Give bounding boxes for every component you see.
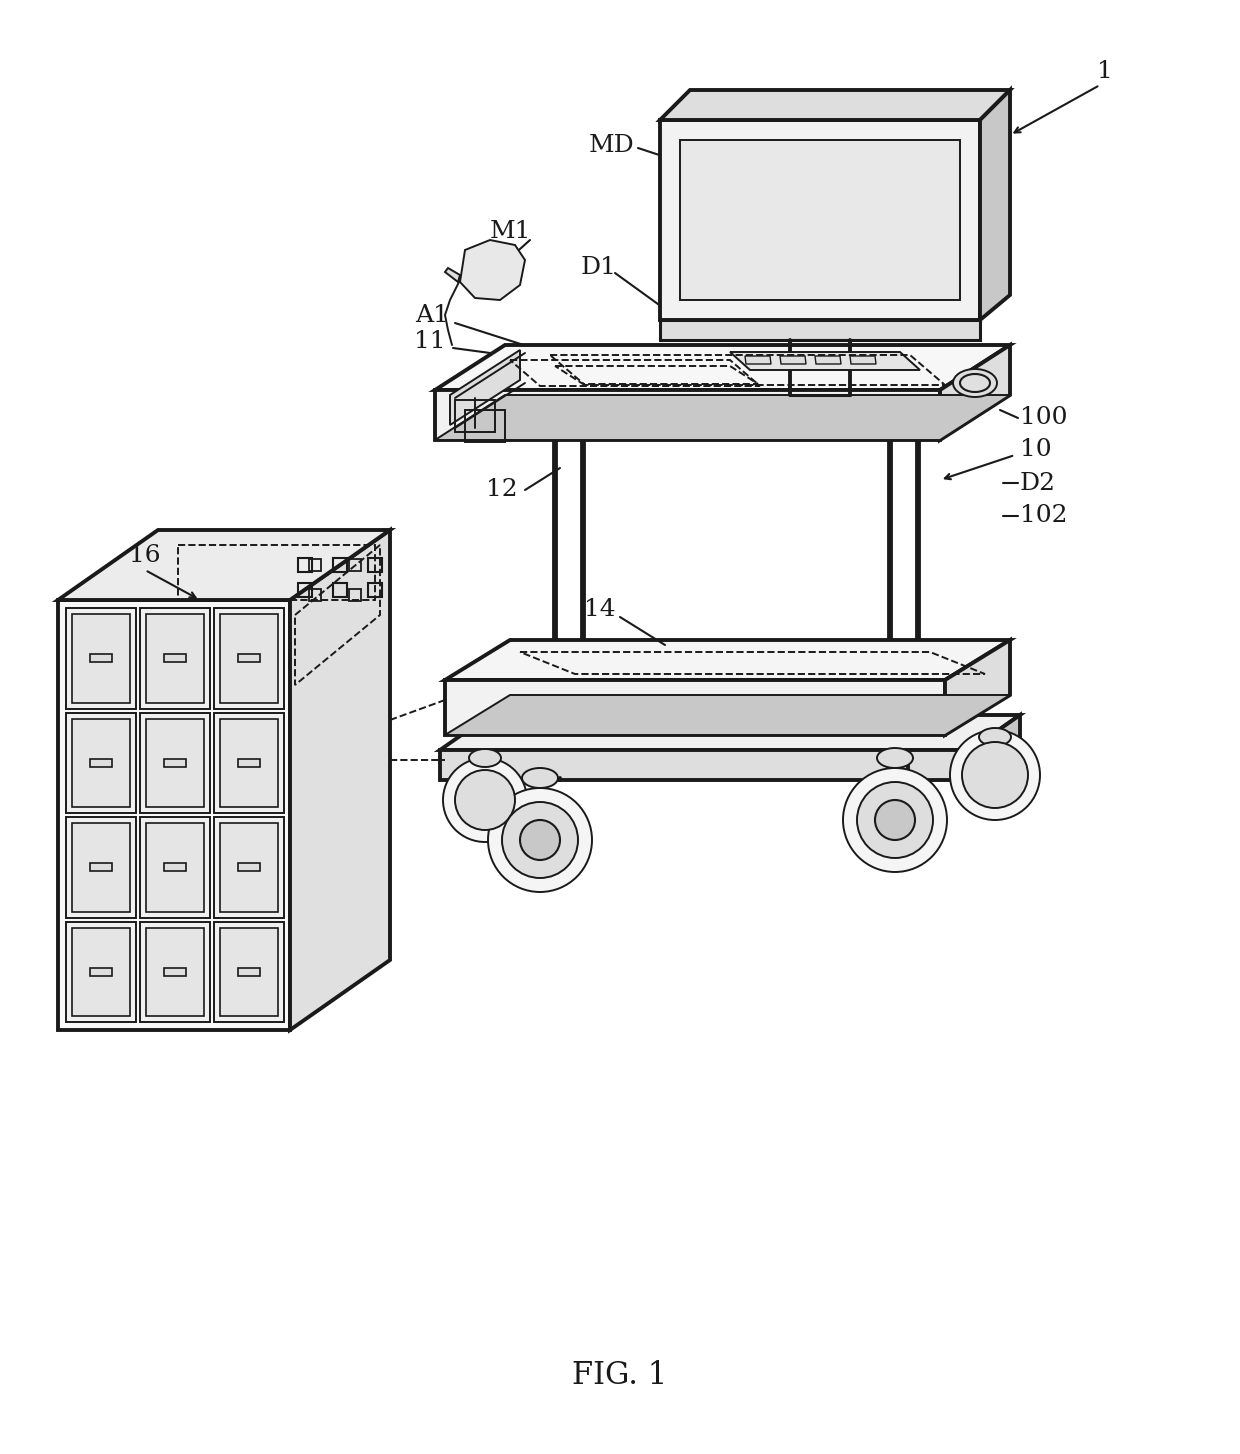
Polygon shape <box>450 350 520 425</box>
Text: M1: M1 <box>490 221 531 243</box>
Polygon shape <box>660 320 980 340</box>
Polygon shape <box>140 817 210 917</box>
Polygon shape <box>445 268 460 282</box>
Ellipse shape <box>489 788 591 891</box>
Polygon shape <box>215 922 284 1022</box>
Polygon shape <box>140 712 210 813</box>
Polygon shape <box>146 614 205 702</box>
Text: D2: D2 <box>1021 471 1056 494</box>
Polygon shape <box>146 928 205 1016</box>
Polygon shape <box>238 864 260 871</box>
Polygon shape <box>945 640 1011 736</box>
Polygon shape <box>238 968 260 976</box>
Polygon shape <box>745 356 771 364</box>
Ellipse shape <box>875 800 915 840</box>
Polygon shape <box>66 608 136 708</box>
Polygon shape <box>849 356 875 364</box>
Polygon shape <box>219 823 278 912</box>
Polygon shape <box>164 759 186 766</box>
Polygon shape <box>780 356 806 364</box>
Polygon shape <box>435 345 1011 390</box>
Text: FIG. 1: FIG. 1 <box>573 1359 667 1390</box>
Polygon shape <box>238 654 260 662</box>
Polygon shape <box>164 864 186 871</box>
Polygon shape <box>435 390 940 441</box>
Polygon shape <box>146 718 205 807</box>
Polygon shape <box>72 718 130 807</box>
Polygon shape <box>72 823 130 912</box>
Ellipse shape <box>962 742 1028 808</box>
Polygon shape <box>146 823 205 912</box>
Ellipse shape <box>954 369 997 397</box>
Polygon shape <box>91 968 112 976</box>
Polygon shape <box>940 345 1011 441</box>
Polygon shape <box>730 352 920 369</box>
Polygon shape <box>460 240 525 300</box>
Polygon shape <box>91 864 112 871</box>
Polygon shape <box>66 817 136 917</box>
Polygon shape <box>72 614 130 702</box>
Polygon shape <box>164 654 186 662</box>
Polygon shape <box>815 356 841 364</box>
Polygon shape <box>980 90 1011 320</box>
Ellipse shape <box>877 747 913 768</box>
Polygon shape <box>215 608 284 708</box>
Ellipse shape <box>443 758 527 842</box>
Polygon shape <box>238 759 260 766</box>
Polygon shape <box>66 712 136 813</box>
Polygon shape <box>91 759 112 766</box>
Polygon shape <box>445 680 945 736</box>
Ellipse shape <box>455 771 515 830</box>
Polygon shape <box>970 715 1021 779</box>
Text: 1: 1 <box>1097 61 1112 83</box>
Polygon shape <box>440 750 970 779</box>
Ellipse shape <box>960 374 990 393</box>
Ellipse shape <box>857 782 932 858</box>
Polygon shape <box>290 531 391 1029</box>
Polygon shape <box>660 90 1011 121</box>
Ellipse shape <box>469 749 501 768</box>
Polygon shape <box>680 140 960 300</box>
Polygon shape <box>215 712 284 813</box>
Polygon shape <box>435 395 1011 441</box>
Text: 100: 100 <box>1021 407 1068 429</box>
Text: 10: 10 <box>1021 439 1052 461</box>
Polygon shape <box>164 968 186 976</box>
Ellipse shape <box>843 768 947 872</box>
Polygon shape <box>58 531 391 601</box>
Polygon shape <box>215 817 284 917</box>
Polygon shape <box>445 640 1011 680</box>
Text: 102: 102 <box>1021 505 1068 528</box>
Polygon shape <box>140 922 210 1022</box>
Polygon shape <box>219 718 278 807</box>
Polygon shape <box>66 922 136 1022</box>
Text: MD: MD <box>589 134 635 157</box>
Polygon shape <box>58 601 290 1029</box>
Polygon shape <box>72 928 130 1016</box>
Text: 14: 14 <box>584 599 616 621</box>
Text: 16: 16 <box>129 544 161 567</box>
Polygon shape <box>440 715 1021 750</box>
Text: 11: 11 <box>414 330 445 353</box>
Polygon shape <box>219 928 278 1016</box>
Ellipse shape <box>502 803 578 878</box>
Polygon shape <box>91 654 112 662</box>
Text: 12: 12 <box>486 478 518 502</box>
Text: A1: A1 <box>415 304 449 327</box>
Polygon shape <box>445 695 1011 736</box>
Ellipse shape <box>950 730 1040 820</box>
Ellipse shape <box>522 768 558 788</box>
Ellipse shape <box>980 728 1011 746</box>
Text: D1: D1 <box>580 256 616 279</box>
Ellipse shape <box>520 820 560 859</box>
Polygon shape <box>660 121 980 320</box>
Polygon shape <box>219 614 278 702</box>
Polygon shape <box>140 608 210 708</box>
